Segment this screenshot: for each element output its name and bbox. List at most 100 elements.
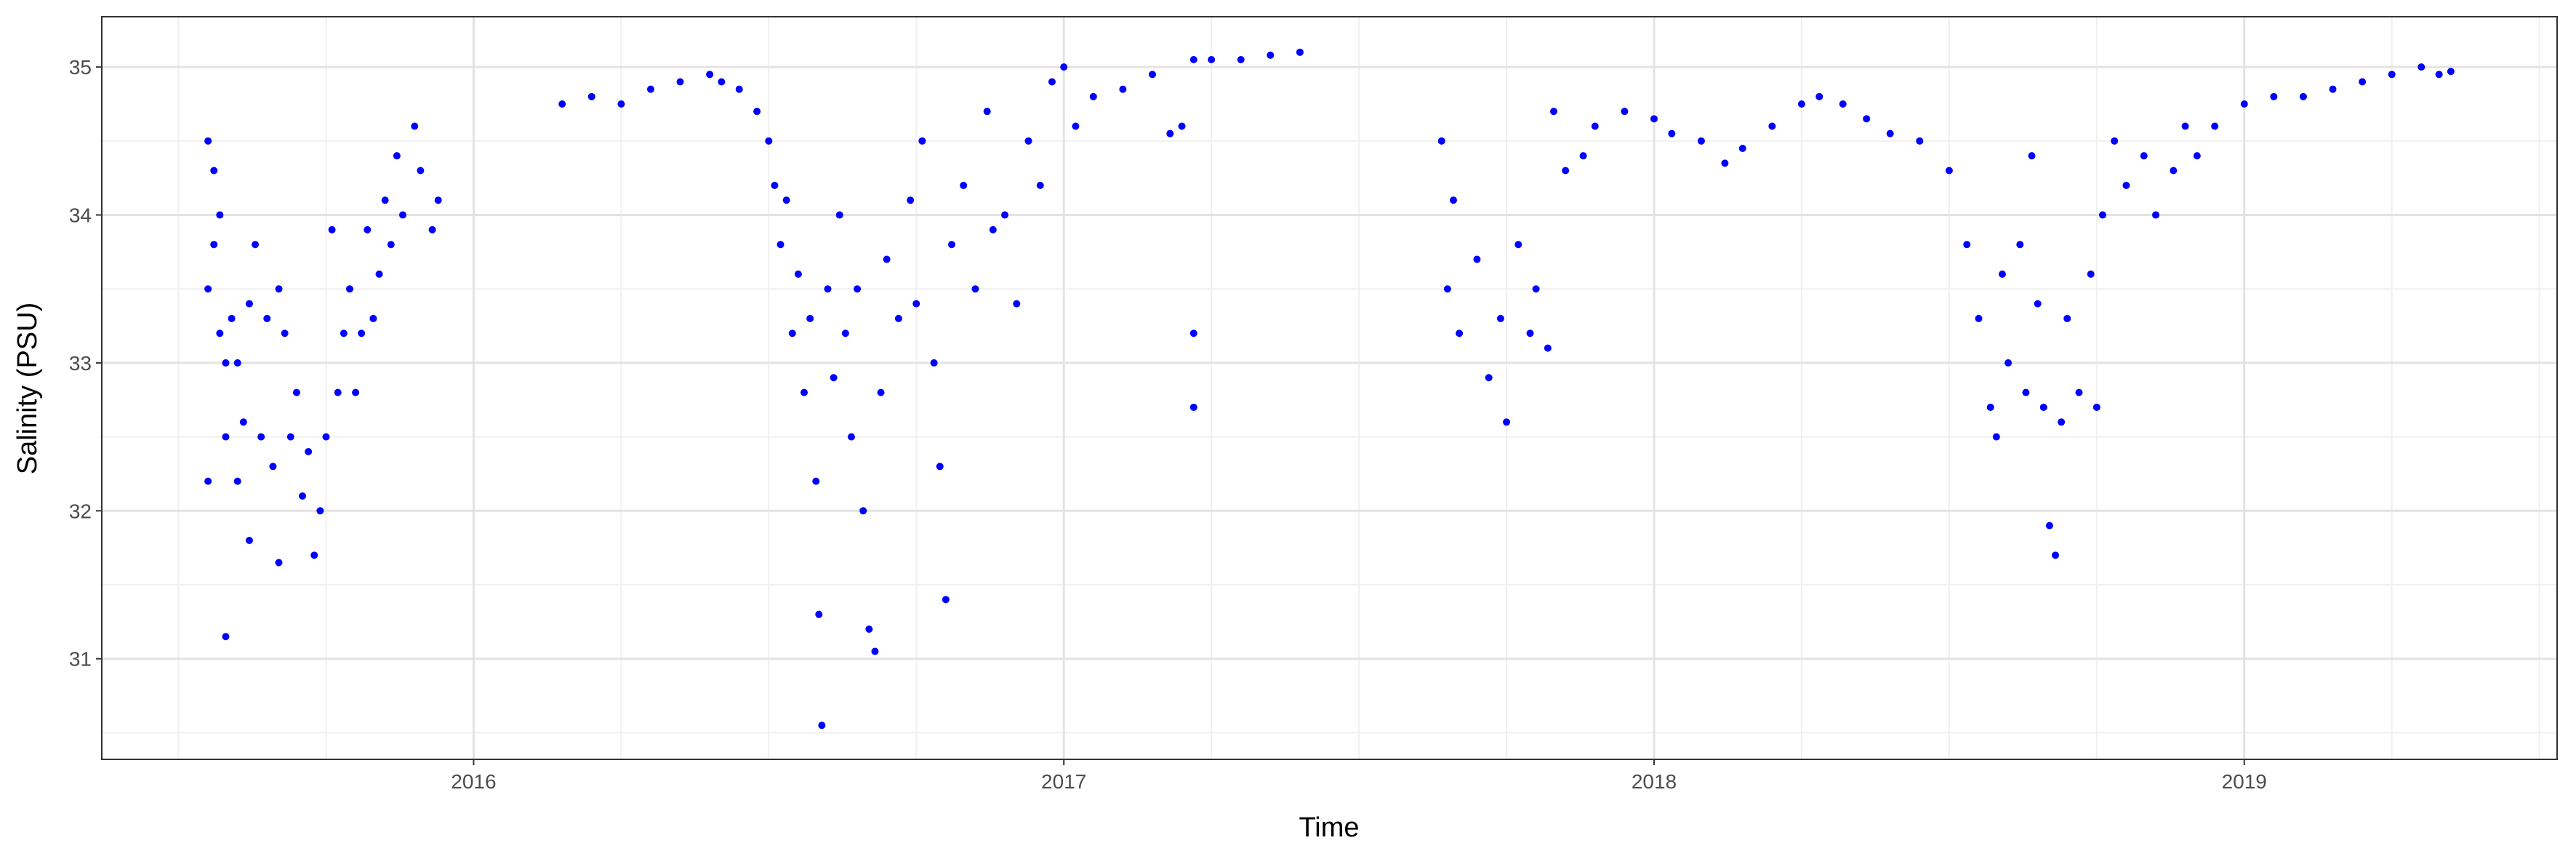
- data-point: [1449, 196, 1457, 204]
- data-point: [263, 314, 271, 322]
- data-point: [1296, 48, 1304, 56]
- data-point: [2329, 85, 2337, 93]
- data-point: [204, 285, 212, 293]
- x-tick-label: 2016: [451, 770, 496, 793]
- data-point: [1886, 129, 1894, 137]
- data-point: [393, 152, 401, 160]
- data-point: [1650, 115, 1658, 123]
- data-point: [2087, 270, 2095, 278]
- y-tick-label: 33: [69, 352, 92, 375]
- data-point: [2388, 71, 2396, 79]
- data-point: [1166, 129, 1174, 137]
- data-point: [204, 137, 212, 145]
- data-point: [352, 388, 360, 396]
- data-point: [399, 211, 407, 219]
- data-point: [1591, 122, 1599, 130]
- data-point: [340, 329, 348, 337]
- data-point: [971, 285, 979, 293]
- data-point: [2045, 522, 2053, 530]
- data-point: [1208, 55, 1216, 63]
- data-point: [1189, 403, 1197, 411]
- data-point: [210, 167, 218, 175]
- data-point: [1189, 329, 1197, 337]
- data-point: [411, 122, 419, 130]
- data-point: [1119, 85, 1127, 93]
- data-point: [1060, 63, 1068, 71]
- data-point: [434, 196, 442, 204]
- data-point: [1237, 55, 1245, 63]
- data-point: [316, 507, 324, 515]
- data-point: [1048, 78, 1056, 86]
- data-point: [1668, 129, 1676, 137]
- data-point: [2193, 152, 2201, 160]
- data-point: [847, 433, 855, 441]
- y-tick-label: 32: [69, 500, 92, 522]
- data-point: [2034, 300, 2042, 308]
- data-point: [2051, 551, 2059, 559]
- data-point: [676, 78, 684, 86]
- data-point: [328, 225, 336, 233]
- data-point: [718, 78, 726, 86]
- data-point: [782, 196, 790, 204]
- y-tick-label: 35: [69, 56, 92, 79]
- data-point: [1496, 314, 1504, 322]
- data-point: [735, 85, 743, 93]
- data-point: [777, 241, 785, 249]
- x-tick-label: 2019: [2222, 770, 2267, 793]
- data-point: [310, 551, 318, 559]
- data-point: [2075, 388, 2083, 396]
- data-point: [841, 329, 849, 337]
- data-point: [275, 559, 283, 567]
- data-point: [1916, 137, 1924, 145]
- data-point: [322, 433, 330, 441]
- data-point: [1579, 152, 1587, 160]
- data-point: [210, 241, 218, 249]
- x-tick-label: 2017: [1041, 770, 1086, 793]
- data-point: [1562, 167, 1570, 175]
- data-point: [1514, 241, 1522, 249]
- data-point: [2111, 137, 2119, 145]
- data-point: [1443, 285, 1451, 293]
- plot-border: [101, 16, 2558, 760]
- data-point: [936, 463, 944, 471]
- data-point: [1863, 115, 1871, 123]
- data-point: [292, 388, 300, 396]
- data-point: [2140, 152, 2148, 160]
- data-point: [1738, 145, 1746, 153]
- data-point: [818, 722, 826, 730]
- data-point: [2039, 403, 2047, 411]
- data-point: [1267, 51, 1275, 59]
- data-point: [2211, 122, 2219, 130]
- data-point: [806, 314, 814, 322]
- data-point: [1178, 122, 1186, 130]
- data-point: [835, 211, 843, 219]
- data-point: [2299, 92, 2307, 100]
- data-point: [286, 433, 294, 441]
- data-point: [788, 329, 796, 337]
- data-point: [345, 285, 353, 293]
- data-point: [358, 329, 366, 337]
- data-point: [706, 71, 714, 79]
- data-point: [942, 596, 950, 604]
- data-point: [299, 492, 307, 500]
- data-point: [2447, 68, 2455, 76]
- data-point: [801, 388, 808, 396]
- data-point: [947, 241, 955, 249]
- data-point: [646, 85, 654, 93]
- data-point: [877, 388, 885, 396]
- data-point: [204, 477, 212, 485]
- data-point: [1189, 55, 1197, 63]
- data-point: [1532, 285, 1540, 293]
- data-point: [989, 225, 997, 233]
- data-point: [1013, 300, 1021, 308]
- data-point: [771, 181, 779, 189]
- data-point: [1526, 329, 1534, 337]
- data-point: [1697, 137, 1705, 145]
- data-point: [960, 181, 968, 189]
- data-point: [428, 225, 436, 233]
- data-point: [907, 196, 915, 204]
- data-point: [1975, 314, 1983, 322]
- data-point: [2435, 71, 2443, 79]
- data-point: [918, 137, 926, 145]
